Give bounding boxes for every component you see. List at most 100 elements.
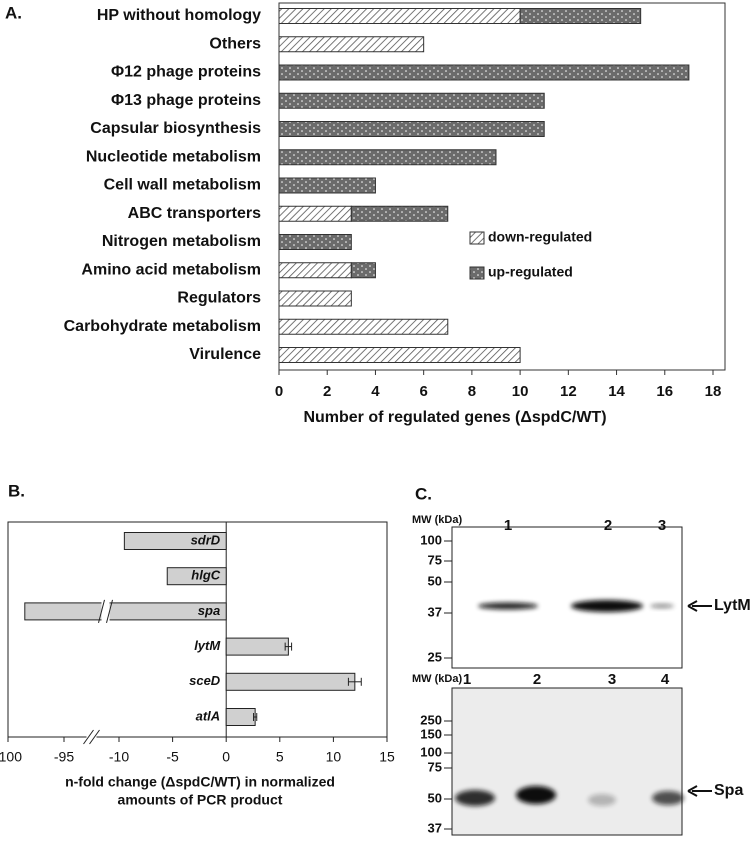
x-axis-label: n-fold change (ΔspdC/WT) in normalized <box>65 774 335 790</box>
x-tick-label: -5 <box>166 749 179 765</box>
category-label: Capsular biosynthesis <box>90 120 261 137</box>
plot-frame <box>7 521 388 738</box>
x-tick-label: -100 <box>0 749 22 765</box>
bar <box>123 532 227 550</box>
blot-band <box>588 794 616 806</box>
bar-segment <box>350 262 376 279</box>
x-tick-label: 12 <box>560 383 577 400</box>
category-label: Regulators <box>177 290 261 307</box>
bar-segment <box>350 205 449 222</box>
category-label: Amino acid metabolism <box>81 261 261 278</box>
x-tick-label: 14 <box>608 383 625 400</box>
lane-label: 2 <box>604 517 612 534</box>
x-axis-label: Number of regulated genes (ΔspdC/WT) <box>303 409 606 426</box>
bar-segment <box>278 205 352 222</box>
lane-label: 2 <box>533 671 541 688</box>
x-tick-label: -95 <box>54 749 74 765</box>
mw-marker-label: 150 <box>420 726 442 741</box>
mw-marker-label: 50 <box>428 790 442 805</box>
mw-marker-label: 50 <box>428 573 442 588</box>
legend-swatch <box>469 266 485 280</box>
x-tick-label: 0 <box>275 383 283 400</box>
category-label: Φ12 phage proteins <box>111 64 261 81</box>
category-label: HP without homology <box>97 7 261 24</box>
blot-image <box>451 687 683 836</box>
lane-label: 3 <box>658 517 666 534</box>
mw-marker-label: 25 <box>428 649 442 664</box>
category-label: spa <box>198 603 220 618</box>
x-tick-label: 10 <box>512 383 529 400</box>
category-label: atlA <box>196 708 221 723</box>
x-tick-label: 16 <box>656 383 673 400</box>
arrow-head <box>687 785 698 797</box>
bar-segment <box>278 64 690 81</box>
blot-band <box>652 791 684 805</box>
category-label: Nitrogen metabolism <box>102 233 261 250</box>
axis-break <box>89 729 100 745</box>
x-axis-label: amounts of PCR product <box>118 792 283 808</box>
category-label: Nucleotide metabolism <box>86 148 261 165</box>
bar <box>225 672 356 691</box>
x-tick-label: 10 <box>326 749 342 765</box>
panel-label: B. <box>8 481 25 500</box>
category-label: Others <box>209 35 261 52</box>
bar-segment <box>278 234 352 250</box>
bar-segment <box>278 36 425 53</box>
bar-segment <box>278 347 521 363</box>
bar-segment <box>278 92 545 109</box>
blot-image <box>451 526 683 669</box>
bar-segment <box>278 262 352 279</box>
category-label: Virulence <box>189 346 261 363</box>
category-label: Φ13 phage proteins <box>111 92 261 109</box>
mw-marker-label: 37 <box>428 604 442 619</box>
lane-label: 1 <box>504 517 512 534</box>
bar <box>225 708 256 726</box>
x-tick-label: 2 <box>323 383 331 400</box>
bar-segment <box>278 8 521 24</box>
category-label: sceD <box>189 673 221 688</box>
mw-label: MW (kDa) <box>412 514 462 526</box>
legend-label: up-regulated <box>488 264 573 280</box>
bar-segment <box>278 290 352 307</box>
category-label: ABC transporters <box>128 205 261 222</box>
blot-band <box>455 790 495 806</box>
mw-marker-label: 100 <box>420 532 442 547</box>
panel-label: A. <box>5 3 22 22</box>
axis-break-gap <box>86 729 97 745</box>
arrow-head <box>687 600 698 612</box>
band-label: LytM <box>714 597 751 614</box>
blot-band <box>516 786 556 804</box>
panel-label: C. <box>415 484 432 503</box>
category-label: hlgC <box>191 568 220 583</box>
mw-marker-label: 37 <box>428 820 442 835</box>
bar-segment <box>278 149 497 166</box>
legend-swatch <box>469 231 485 245</box>
mw-marker-label: 100 <box>420 744 442 759</box>
blot-band <box>478 602 538 610</box>
blot-band <box>571 600 643 612</box>
x-tick-label: -10 <box>109 749 129 765</box>
legend-label: down-regulated <box>488 229 592 245</box>
bar-segment <box>278 177 376 194</box>
category-label: Carbohydrate metabolism <box>64 318 261 335</box>
category-label: Cell wall metabolism <box>104 177 261 194</box>
lane-label: 3 <box>608 671 616 688</box>
x-tick-label: 5 <box>276 749 284 765</box>
bar <box>225 637 289 656</box>
x-tick-label: 15 <box>379 749 395 765</box>
lane-label: 1 <box>463 671 471 688</box>
bar-break <box>98 599 105 624</box>
bar-break <box>106 599 113 624</box>
lane-label: 4 <box>661 671 670 688</box>
x-tick-label: 0 <box>222 749 230 765</box>
bar-segment <box>278 318 449 335</box>
x-tick-label: 4 <box>371 383 380 400</box>
category-label: sdrD <box>191 532 221 547</box>
mw-marker-label: 75 <box>428 759 442 774</box>
bar <box>166 567 227 586</box>
mw-marker-label: 250 <box>420 712 442 727</box>
mw-label: MW (kDa) <box>412 673 462 685</box>
bar-segment <box>278 121 545 137</box>
bar-break-gap <box>101 601 110 621</box>
